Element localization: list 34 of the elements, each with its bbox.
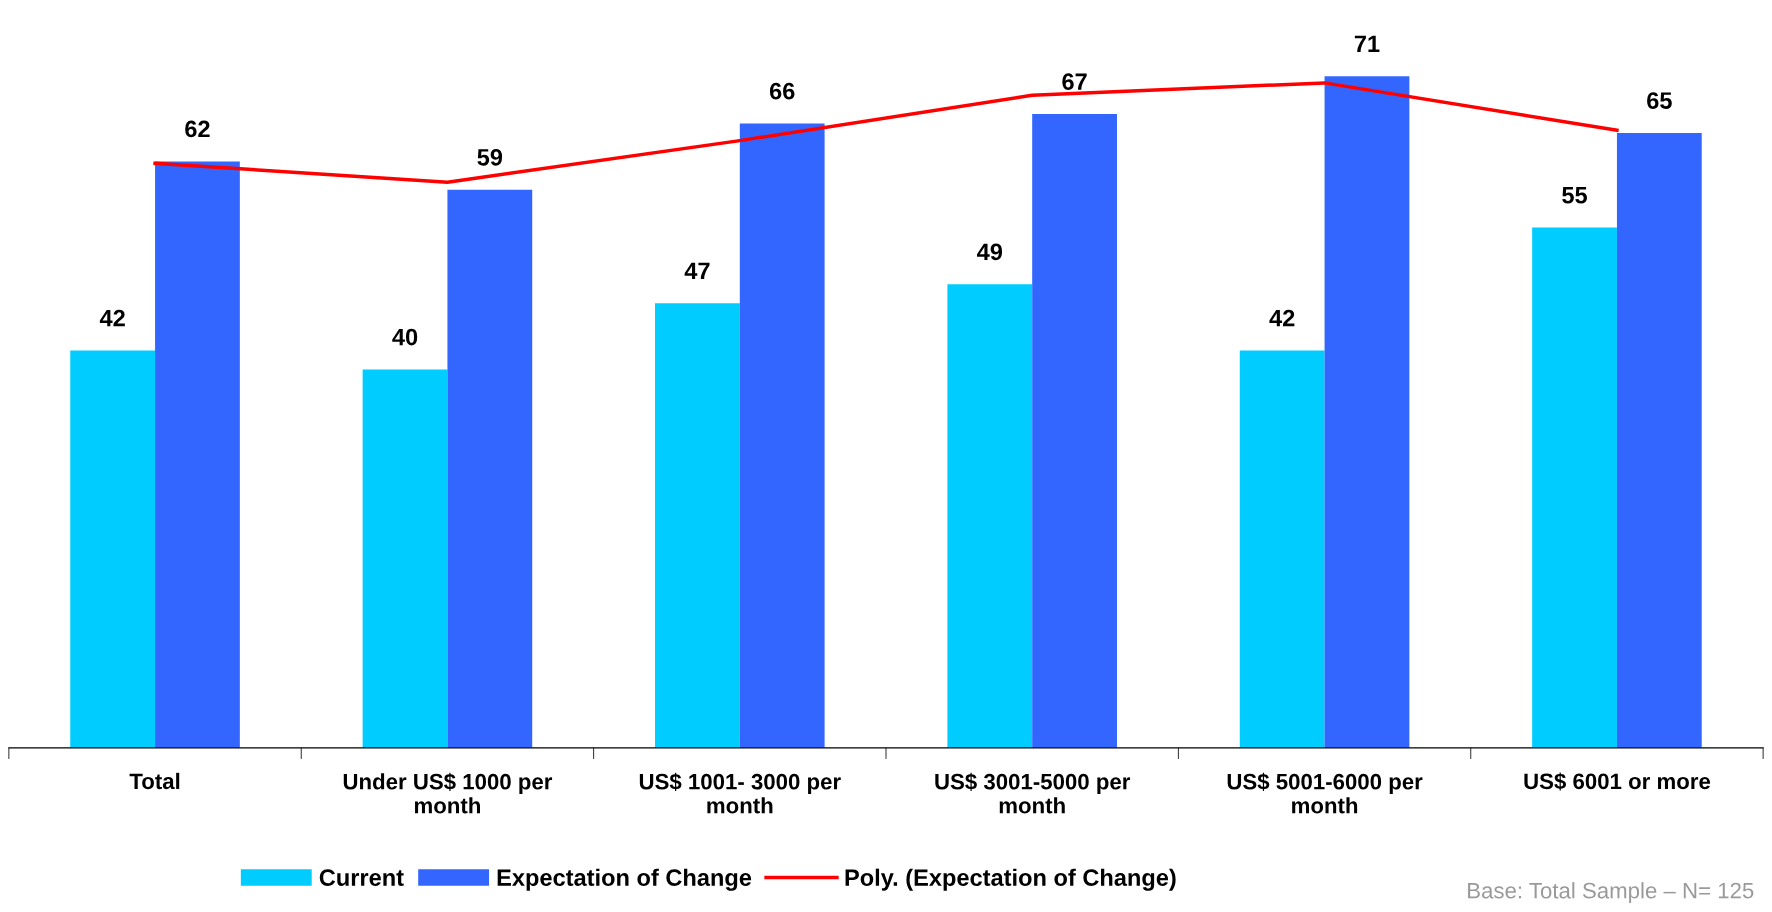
bar — [362, 369, 448, 748]
data-label: 62 — [185, 120, 210, 138]
legend-label: Poly. (Expectation of Change) — [845, 868, 1176, 891]
bar — [947, 284, 1033, 748]
bar — [1032, 114, 1117, 748]
data-label: 49 — [977, 243, 1003, 261]
data-label: 42 — [1269, 309, 1295, 327]
x-tick-label: US$ 3001-5000 per month — [935, 772, 1131, 814]
data-label: 71 — [1354, 35, 1380, 52]
text: Base: Total Sample – N= 125 — [1468, 882, 1754, 903]
bar — [1239, 350, 1325, 748]
data-label: 40 — [392, 328, 418, 346]
bar — [70, 350, 156, 748]
bar — [1616, 133, 1702, 748]
bar — [655, 303, 740, 748]
bar — [155, 161, 240, 748]
legend-label: Current — [319, 869, 404, 886]
data-label: 42 — [99, 309, 125, 327]
bar — [739, 123, 825, 748]
x-tick-label: US$ 5001-6000 per month — [1227, 772, 1423, 814]
data-label: 59 — [477, 148, 503, 166]
bar — [1532, 227, 1617, 748]
data-label: 55 — [1562, 187, 1588, 204]
x-tick-label: Total — [129, 772, 180, 790]
x-tick-label: Under US$ 1000 per month — [343, 772, 553, 814]
bar — [1324, 76, 1410, 748]
x-tick-label: US$ 6001 or more — [1524, 772, 1711, 791]
x-tick-label: US$ 1001- 3000 per month — [639, 772, 841, 814]
data-label: 65 — [1647, 92, 1672, 109]
data-label: 66 — [769, 82, 795, 100]
legend-label: Expectation of Change — [497, 868, 752, 891]
bar — [447, 189, 533, 748]
data-label: 67 — [1062, 73, 1087, 90]
data-label: 47 — [684, 262, 710, 279]
